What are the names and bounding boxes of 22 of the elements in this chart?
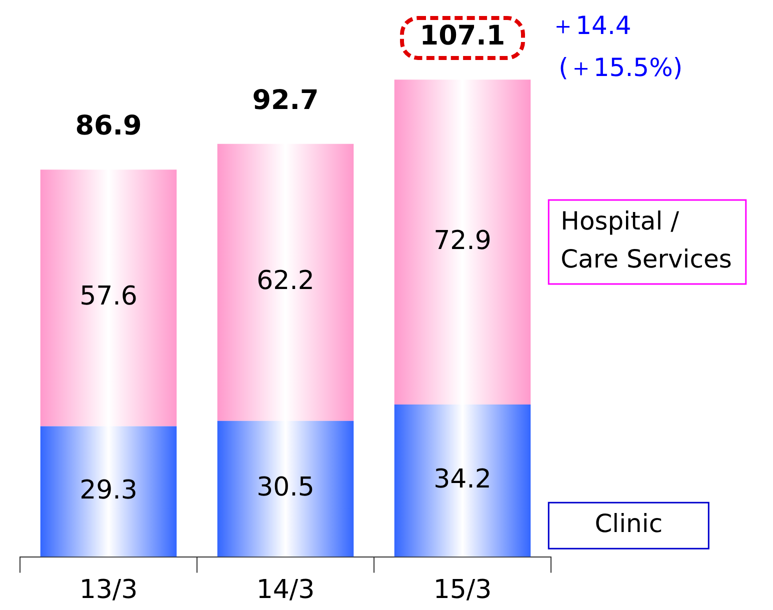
series-label: Hospital / Care Services xyxy=(560,206,732,274)
bar xyxy=(394,80,531,404)
bar xyxy=(40,170,177,426)
bar xyxy=(40,426,177,557)
x-tick-label: 13/3 xyxy=(79,575,138,606)
data-label: 34.2 xyxy=(434,464,492,494)
text: ＋14.4 xyxy=(550,11,632,40)
data-label: 29.3 xyxy=(80,475,138,506)
x-tick-label: 15/3 xyxy=(433,575,492,606)
data-label: 62.2 xyxy=(256,266,314,296)
text: (＋15.5%) xyxy=(558,53,683,82)
data-label: 30.5 xyxy=(256,472,314,503)
total-label: 86.9 xyxy=(75,110,142,142)
bar xyxy=(217,144,354,421)
data-label: 72.9 xyxy=(434,226,492,256)
data-label: 57.6 xyxy=(80,282,138,312)
x-tick-label: 14/3 xyxy=(256,575,315,606)
bar xyxy=(217,420,354,557)
text: Clinic xyxy=(594,509,663,538)
total-label: 92.7 xyxy=(252,84,319,116)
bar xyxy=(394,404,531,557)
total-label: 107.1 xyxy=(420,20,506,52)
